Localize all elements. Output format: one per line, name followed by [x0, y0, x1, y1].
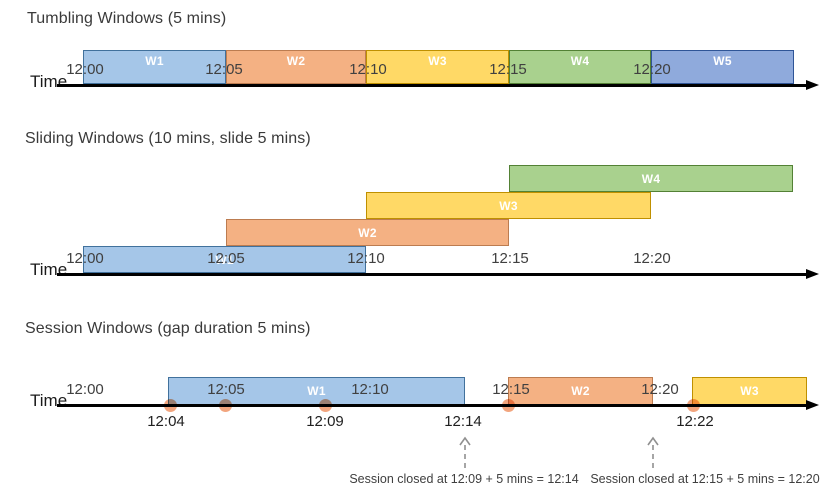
window-label: W4: [570, 54, 590, 68]
axis-tick-label: 12:00: [66, 381, 104, 398]
axis-tick-label: 12:05: [207, 381, 245, 398]
tumbling-window-bar-w3: W3: [366, 50, 509, 84]
axis-tick-label: 12:00: [66, 61, 104, 78]
event-dot: [218, 398, 232, 412]
sliding-time-axis-arrowhead: [806, 269, 819, 279]
sliding-window-bar-w4: W4: [509, 165, 793, 192]
event-time-label: 12:22: [676, 413, 714, 430]
axis-tick-label: 12:00: [66, 250, 104, 267]
window-label: W4: [641, 171, 661, 186]
sliding-window-bar-w2: W2: [226, 219, 509, 246]
tumbling-window-bar-w2: W2: [226, 50, 366, 84]
axis-tick-label: 12:05: [207, 250, 245, 267]
tumbling-section-title: Tumbling Windows (5 mins): [27, 10, 227, 27]
event-time-label: 12:09: [306, 413, 344, 430]
session-annotation-text: Session closed at 12:09 + 5 mins = 12:14: [349, 472, 579, 486]
axis-tick-label: 12:05: [205, 61, 243, 78]
window-label: W2: [358, 225, 377, 240]
session-time-axis-arrowhead: [806, 400, 819, 410]
session-window-bar-w2: W2: [508, 377, 653, 405]
tumbling-window-bar-w4: W4: [509, 50, 651, 84]
session-annotation-text: Session closed at 12:15 + 5 mins = 12:20: [590, 472, 820, 486]
window-label: W1: [215, 252, 234, 267]
session-window-bar-w3: W3: [692, 377, 807, 405]
sliding-window-bar-w3: W3: [366, 192, 651, 219]
axis-tick-label: 12:15: [492, 381, 530, 398]
event-dot: [501, 398, 515, 412]
session-time-axis-line: [57, 404, 806, 407]
window-label: W1: [307, 384, 326, 398]
window-label: W2: [286, 54, 306, 68]
event-dot: [318, 398, 332, 412]
dashed-arrow-icon: [646, 436, 660, 470]
axis-tick-label: 12:10: [351, 381, 389, 398]
dashed-arrow-icon: [458, 436, 472, 470]
axis-tick-label: 12:10: [349, 61, 387, 78]
window-label: W3: [740, 384, 759, 398]
window-label: W1: [145, 54, 164, 68]
sliding-window-bar-w1: W1: [83, 246, 366, 273]
window-label: W5: [713, 54, 732, 68]
tumbling-time-axis-arrowhead: [806, 80, 819, 90]
tumbling-window-bar-w5: W5: [651, 50, 794, 84]
axis-tick-label: 12:10: [347, 250, 385, 267]
axis-tick-label: 12:20: [633, 250, 671, 267]
event-time-label: 12:04: [147, 413, 185, 430]
axis-tick-label: 12:15: [491, 250, 529, 267]
event-dot: [163, 398, 177, 412]
event-dot: [686, 398, 700, 412]
event-time-label: 12:14: [444, 413, 482, 430]
axis-tick-label: 12:20: [633, 61, 671, 78]
window-label: W3: [499, 198, 518, 213]
axis-tick-label: 12:15: [489, 61, 527, 78]
tumbling-time-axis-line: [57, 84, 806, 87]
session-section-title: Session Windows (gap duration 5 mins): [25, 320, 311, 337]
tumbling-window-bar-w1: W1: [83, 50, 226, 84]
window-label: W3: [428, 54, 447, 68]
sliding-time-axis-line: [57, 273, 806, 276]
window-label: W2: [571, 384, 590, 398]
sliding-section-title: Sliding Windows (10 mins, slide 5 mins): [25, 130, 311, 147]
axis-tick-label: 12:20: [641, 381, 679, 398]
